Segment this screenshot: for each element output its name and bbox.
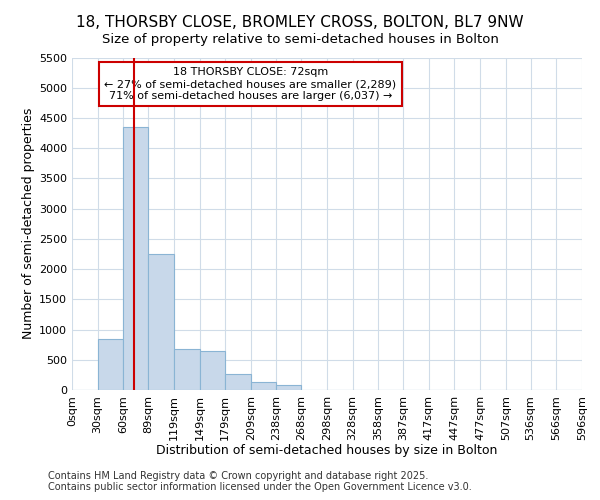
Bar [199,350,225,390]
Bar [148,254,174,390]
Text: Size of property relative to semi-detached houses in Bolton: Size of property relative to semi-detach… [101,32,499,46]
Bar [275,386,301,390]
Text: 18 THORSBY CLOSE: 72sqm
← 27% of semi-detached houses are smaller (2,289)
71% of: 18 THORSBY CLOSE: 72sqm ← 27% of semi-de… [104,68,397,100]
Bar [98,338,124,390]
Y-axis label: Number of semi-detached properties: Number of semi-detached properties [22,108,35,340]
Bar [124,127,148,390]
Text: 18, THORSBY CLOSE, BROMLEY CROSS, BOLTON, BL7 9NW: 18, THORSBY CLOSE, BROMLEY CROSS, BOLTON… [76,15,524,30]
Bar [225,374,251,390]
X-axis label: Distribution of semi-detached houses by size in Bolton: Distribution of semi-detached houses by … [157,444,497,457]
Bar [174,349,199,390]
Bar [251,382,275,390]
Text: Contains HM Land Registry data © Crown copyright and database right 2025.
Contai: Contains HM Land Registry data © Crown c… [48,471,472,492]
